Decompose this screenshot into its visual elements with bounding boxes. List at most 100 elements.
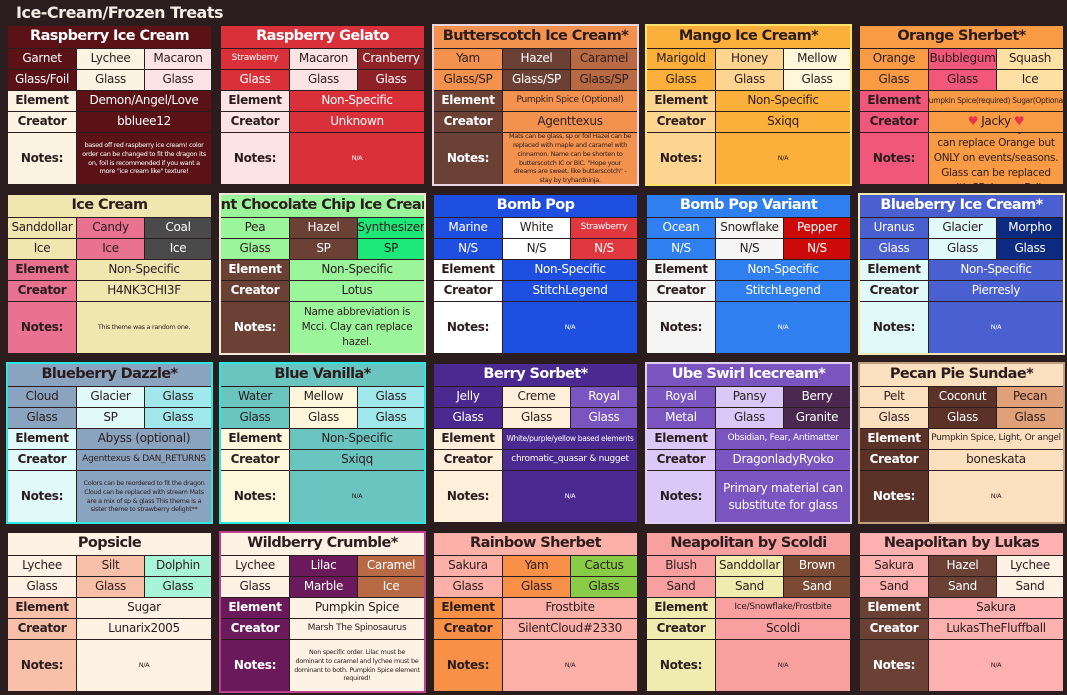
element-value: Non-Specific [716, 91, 850, 111]
material-cell: Glass [290, 408, 357, 428]
material-cell: Glass [929, 70, 996, 90]
creator-name: H4NK3CHI3F [107, 283, 181, 298]
material-cell: Glass [8, 577, 76, 597]
color-name-cell: Pelt [860, 387, 928, 407]
color-name-cell: Caramel [358, 556, 424, 576]
notes-value: This theme was a random one. [77, 302, 211, 353]
card-title: Raspberry Gelato [221, 26, 424, 48]
creator-name: StitchLegend [745, 283, 821, 298]
element-value: Non-Specific [290, 429, 424, 449]
card-title: Neapolitan by Scoldi [647, 533, 850, 555]
material-cell: Sand [860, 577, 928, 597]
material-cell: N/S [434, 239, 502, 259]
theme-card: Wildberry Crumble* Lychee Lilac Caramel Glas… [219, 531, 426, 693]
element-label: Element [860, 260, 928, 280]
element-value: Abyss (optional) [77, 429, 211, 449]
element-label: Element [434, 260, 502, 280]
theme-card: Blueberry Ice Cream* Uranus Glacier Morpho G… [858, 193, 1065, 355]
material-cell: Glass [860, 239, 928, 259]
material-cell: Glass [503, 577, 570, 597]
material-cell: N/S [647, 239, 715, 259]
color-name-cell: Mellow [784, 49, 850, 69]
card-title: Orange Sherbet* [860, 26, 1063, 48]
material-cell: Glass [929, 408, 996, 428]
creator-label: Creator [8, 281, 76, 301]
material-cell: Sand [929, 577, 996, 597]
element-value: Non-Specific [929, 260, 1063, 280]
card-title: Mango Ice Cream* [647, 26, 850, 48]
element-value: Non-Specific [290, 91, 424, 111]
element-label: Element [860, 429, 928, 449]
color-name-cell: Pecan [997, 387, 1063, 407]
material-cell: Ice [77, 239, 144, 259]
creator-label: Creator [434, 450, 502, 470]
creator-label: Creator [647, 112, 715, 132]
color-name-cell: Orange [860, 49, 928, 69]
material-cell: N/S [784, 239, 850, 259]
creator-value: Sxiqq [716, 112, 850, 132]
creator-label: Creator [647, 281, 715, 301]
card-title: Blueberry Dazzle* [8, 364, 211, 386]
creator-name: StitchLegend [532, 283, 608, 298]
material-cell: Glass/Foil [8, 70, 76, 90]
theme-card: Blue Vanilla* Water Mellow Glass Glass Glass G… [219, 362, 426, 524]
creator-label: Creator [860, 112, 928, 132]
color-name-cell: Synthesizer [358, 218, 424, 238]
element-value: Non-Specific [77, 260, 211, 280]
color-name-cell: Bubblegum [929, 49, 996, 69]
creator-label: Creator [221, 619, 289, 639]
heart-icon: ♥ [967, 114, 979, 129]
creator-value: SilentCloud#2330 [503, 619, 637, 639]
material-cell: Glass/SP [503, 70, 570, 90]
material-cell: Ice [358, 577, 424, 597]
color-name-cell: Squash [997, 49, 1063, 69]
card-title: Bomb Pop Variant [647, 195, 850, 217]
card-title: Pecan Pie Sundae* [860, 364, 1063, 386]
color-name-cell: Pea [221, 218, 289, 238]
element-label: Element [647, 260, 715, 280]
notes-value: N/A [290, 133, 424, 184]
notes-label: Notes: [221, 133, 289, 184]
color-name-cell: Glacier [77, 387, 144, 407]
element-label: Element [434, 91, 502, 111]
notes-label: Notes: [434, 471, 502, 522]
theme-card: Ice Cream Sanddollar Candy Coal Ice Ice Ice Ele… [6, 193, 213, 355]
material-cell: Glass [929, 239, 996, 259]
card-title: Ice Cream [8, 195, 211, 217]
card-title: Blue Vanilla* [221, 364, 424, 386]
card-title: Popsicle [8, 533, 211, 555]
element-label: Element [647, 91, 715, 111]
material-cell: SP [358, 239, 424, 259]
material-cell: Glass [434, 408, 502, 428]
color-name-cell: Pepper [784, 218, 850, 238]
element-value: Non-Specific [503, 260, 637, 280]
theme-card: Berry Sorbet* Jelly Creme Royal Glass Glass Gl… [432, 362, 639, 524]
material-cell: Glass [434, 577, 502, 597]
element-value: Pumpkin Spice(required) Sugar(Optional) [929, 91, 1063, 111]
element-value: Pumpkin Spice, Light, Or angel [929, 429, 1063, 449]
material-cell: Ice [145, 239, 211, 259]
color-name-cell: Creme [503, 387, 570, 407]
notes-value: Colors can be reordered to fit the drago… [77, 471, 211, 522]
notes-label: Notes: [434, 133, 502, 184]
element-label: Element [647, 429, 715, 449]
element-value: Non-Specific [716, 260, 850, 280]
creator-name: Agenttexus [537, 114, 603, 129]
heart-icon: ♥ [1013, 114, 1025, 129]
material-cell: Glass [647, 70, 715, 90]
creator-label: Creator [860, 281, 928, 301]
theme-card: Raspberry Gelato Strawberry Macaron Cranber… [219, 24, 426, 186]
theme-card: Pecan Pie Sundae* Pelt Coconut Pecan Glass Gl… [858, 362, 1065, 524]
color-name-cell: Water [221, 387, 289, 407]
element-value: Sugar [77, 598, 211, 618]
color-name-cell: Uranus [860, 218, 928, 238]
notes-label: Notes: [647, 133, 715, 184]
creator-value: ♥ Jacky ♥ [929, 112, 1063, 132]
theme-card: Ube Swirl Icecream* Royal Pansy Berry Metal G… [645, 362, 852, 524]
creator-name: LukasTheFluffball [946, 621, 1046, 636]
creator-name: SilentCloud#2330 [517, 621, 623, 636]
material-cell: Glass [997, 239, 1063, 259]
creator-label: Creator [8, 112, 76, 132]
notes-value: Primary material can substitute for glas… [716, 471, 850, 522]
element-label: Element [8, 91, 76, 111]
